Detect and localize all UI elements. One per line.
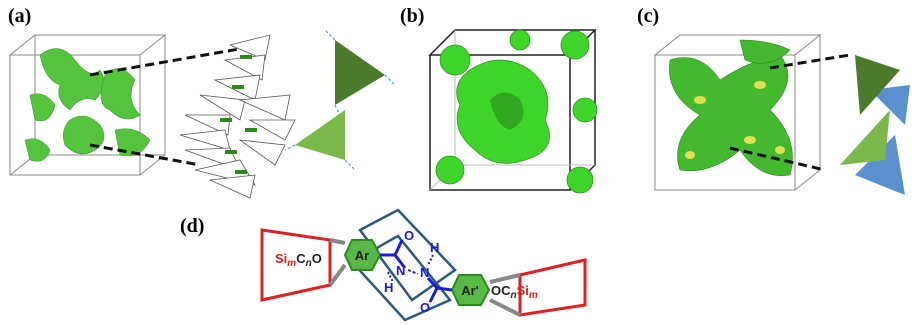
atom: O <box>420 300 430 315</box>
figure: (a) (b) (c) (d) <box>0 0 923 325</box>
cube-a <box>10 35 165 175</box>
cube-c <box>655 35 820 190</box>
triangles-a <box>285 30 395 170</box>
atom: H <box>430 240 439 255</box>
atom: OC <box>491 283 511 298</box>
atom: O <box>312 251 322 266</box>
tail-label: SimCnO <box>275 251 322 269</box>
subscript: m <box>287 258 296 269</box>
panel-label: (b) <box>400 5 424 27</box>
triangles-c <box>840 55 910 195</box>
atom: O <box>404 228 414 243</box>
atom: H <box>384 280 393 295</box>
tail-label: OCnSim <box>491 283 538 301</box>
atom: Si <box>275 251 287 266</box>
panel-label: (d) <box>180 215 204 237</box>
ring-label: Ar <box>355 248 369 263</box>
subscript: m <box>529 290 538 301</box>
atom: N <box>396 263 405 278</box>
ring-label: Ar' <box>461 283 479 298</box>
atom: Si <box>517 283 529 298</box>
panel-label: (a) <box>8 5 31 27</box>
panel-label: (c) <box>637 5 659 27</box>
atom: N <box>420 265 429 280</box>
cube-b <box>430 30 597 193</box>
helix <box>180 35 295 198</box>
